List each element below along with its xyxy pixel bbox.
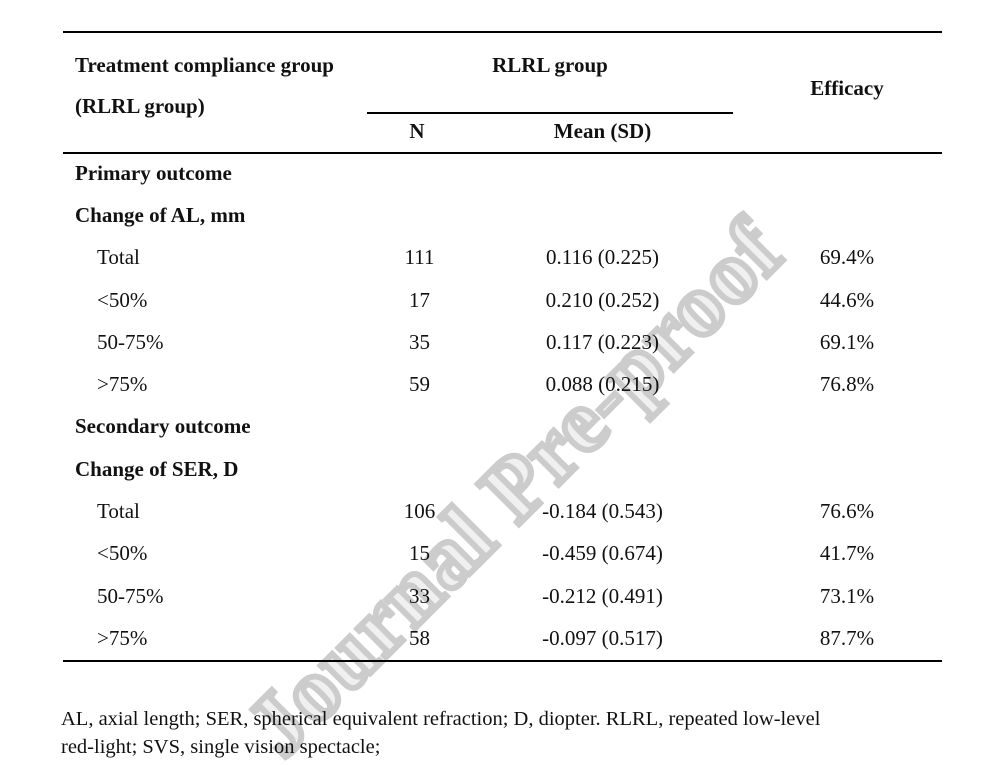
efficacy-value: 41.7% — [819, 541, 875, 566]
section-label: Secondary outcome — [75, 414, 251, 439]
mean-sd-value: 0.116 (0.225) — [546, 245, 659, 270]
table-row: 50-75% 33 -0.212 (0.491) 73.1% — [63, 575, 942, 617]
n-value: 111 — [404, 245, 435, 270]
row-label: 50-75% — [97, 329, 164, 354]
n-value: 17 — [409, 287, 430, 312]
mean-sd-value: -0.184 (0.543) — [542, 499, 663, 524]
row-label: <50% — [97, 287, 148, 312]
n-value: 58 — [409, 625, 430, 650]
n-value: 59 — [409, 372, 430, 397]
section-label: Change of AL, mm — [75, 202, 246, 227]
mean-sd-value: 0.088 (0.215) — [545, 372, 660, 397]
table-row: >75% 59 0.088 (0.215) 76.8% — [63, 363, 942, 405]
row-label: 50-75% — [97, 583, 164, 608]
n-value: 106 — [403, 499, 436, 524]
footnote-line-2: red-light; SVS, single vision spectacle; — [61, 736, 381, 758]
section-label: Change of SER, D — [75, 456, 239, 481]
table-row-section: Change of AL, mm — [63, 194, 942, 236]
table-row: Total 111 0.116 (0.225) 69.4% — [63, 237, 942, 279]
row-label: Total — [97, 499, 140, 524]
table-bottom-rule — [63, 660, 942, 662]
table-row-section: Secondary outcome — [63, 406, 942, 448]
n-value: 15 — [409, 541, 430, 566]
header-efficacy-column: Efficacy — [810, 76, 884, 100]
header-n-column: N — [409, 119, 425, 143]
efficacy-value: 73.1% — [819, 583, 875, 608]
row-label: >75% — [97, 625, 148, 650]
rlrl-group-span-rule — [367, 112, 733, 114]
header-rlrl-group-parenthetical: (RLRL group) — [75, 94, 205, 118]
mean-sd-value: 0.210 (0.252) — [545, 287, 660, 312]
efficacy-value: 76.8% — [819, 372, 875, 397]
efficacy-value: 44.6% — [819, 287, 875, 312]
header-rlrl-group-span: RLRL group — [492, 53, 608, 77]
table-body: Primary outcome Change of AL, mm Total 1… — [63, 152, 942, 660]
mean-sd-value: -0.459 (0.674) — [542, 541, 663, 566]
footnote-line-1: AL, axial length; SER, spherical equival… — [61, 708, 821, 730]
table-row-section: Primary outcome — [63, 152, 942, 194]
table-row: <50% 17 0.210 (0.252) 44.6% — [63, 279, 942, 321]
table-top-rule — [63, 31, 942, 33]
table-row: 50-75% 35 0.117 (0.223) 69.1% — [63, 321, 942, 363]
n-value: 35 — [409, 329, 430, 354]
table-header-rule — [63, 152, 942, 154]
table-row: Total 106 -0.184 (0.543) 76.6% — [63, 490, 942, 532]
header-treatment-compliance-group: Treatment compliance group — [75, 53, 334, 77]
efficacy-value: 87.7% — [819, 625, 875, 650]
table-footnote: AL, axial length; SER, spherical equival… — [61, 705, 941, 761]
table-row: <50% 15 -0.459 (0.674) 41.7% — [63, 533, 942, 575]
efficacy-value: 69.4% — [819, 245, 875, 270]
row-label: Total — [97, 245, 140, 270]
table-row: >75% 58 -0.097 (0.517) 87.7% — [63, 617, 942, 659]
mean-sd-value: -0.097 (0.517) — [542, 625, 663, 650]
section-label: Primary outcome — [75, 160, 232, 185]
header-mean-sd-column: Mean (SD) — [553, 119, 652, 143]
table-row-section: Change of SER, D — [63, 448, 942, 490]
row-label: >75% — [97, 372, 148, 397]
n-value: 33 — [409, 583, 430, 608]
efficacy-value: 69.1% — [819, 329, 875, 354]
row-label: <50% — [97, 541, 148, 566]
mean-sd-value: -0.212 (0.491) — [542, 583, 663, 608]
efficacy-value: 76.6% — [819, 499, 875, 524]
mean-sd-value: 0.117 (0.223) — [546, 329, 659, 354]
